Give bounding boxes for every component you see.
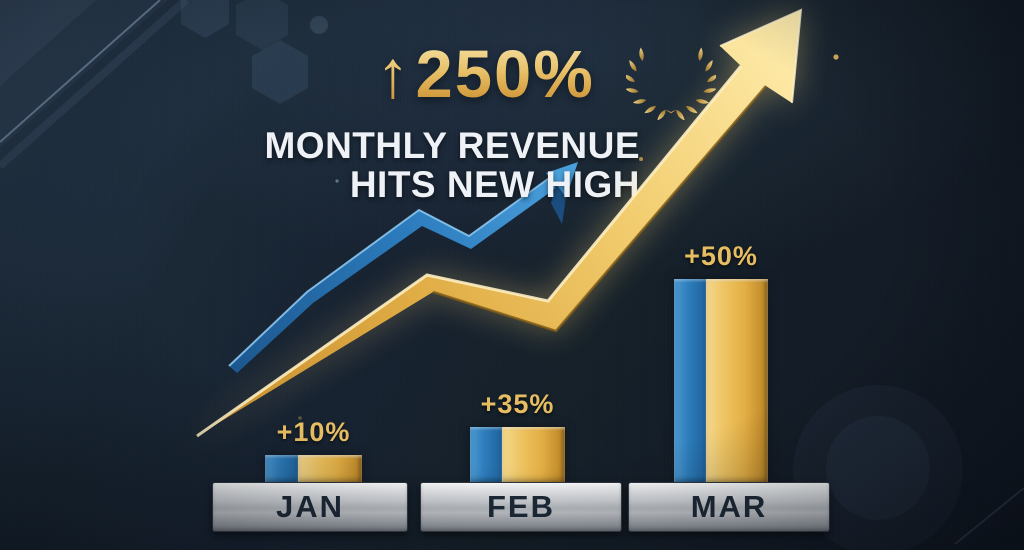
revenue-infographic: ↑250% bbox=[0, 0, 1024, 550]
gold-trend-arrow-icon bbox=[196, 8, 803, 438]
